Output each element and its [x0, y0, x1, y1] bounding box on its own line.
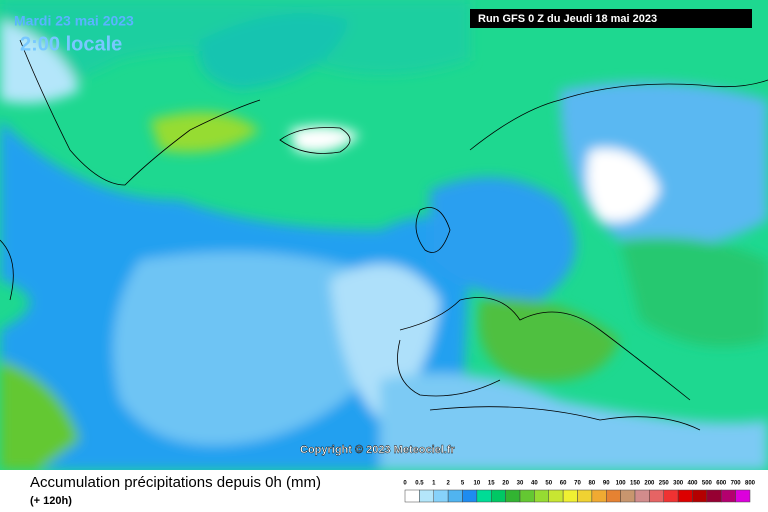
- coastlines: [0, 39, 768, 431]
- legend-label: 2: [446, 481, 450, 487]
- run: Run GFS 0 Z du Jeudi 18 mai 2023: [478, 13, 657, 25]
- legend-label: 60: [560, 481, 567, 487]
- footer-subtitle: (+ 120h): [30, 495, 72, 507]
- legend-label: 100: [616, 481, 627, 487]
- legend-label: 1: [432, 481, 436, 487]
- legend-swatch: [519, 489, 535, 503]
- legend-label: 70: [574, 481, 581, 487]
- legend-label: 40: [531, 481, 538, 487]
- legend-swatch: [548, 489, 564, 503]
- legend-label: 20: [502, 481, 509, 487]
- legend-swatch: [562, 489, 578, 503]
- legend-label: 400: [687, 481, 698, 487]
- legend-swatch: [491, 489, 506, 503]
- legend-label: 200: [644, 481, 655, 487]
- legend-swatch: [677, 489, 693, 503]
- legend-label: 10: [474, 481, 481, 487]
- legend-swatch: [706, 489, 722, 503]
- legend-swatch: [735, 489, 751, 503]
- legend-label: 700: [731, 481, 742, 487]
- run-banner: [470, 9, 752, 28]
- legend-label: 800: [745, 481, 756, 487]
- legend-label: 600: [716, 481, 727, 487]
- map: [0, 0, 768, 470]
- legend: 0 0.5 1 2 5 10 15 20 30 40 50 60 70 80 90 100 150 200 250 3…: [403, 481, 756, 503]
- legend-swatch: [606, 489, 621, 503]
- legend-swatch: [634, 489, 650, 503]
- legend-swatch: [663, 489, 679, 503]
- legend-label: 15: [488, 481, 495, 487]
- legend-swatch: [404, 489, 420, 503]
- footer-title: Accumulation précipitations depuis 0h (m…: [30, 474, 321, 491]
- legend-swatch: [591, 489, 607, 503]
- legend-swatch: [447, 489, 463, 503]
- copyright: Copyright © 2023 Meteociel.fr: [300, 444, 456, 456]
- legend-swatch: [433, 489, 449, 503]
- legend-swatch: [419, 489, 434, 503]
- legend-swatch: [462, 489, 478, 503]
- legend-label: 250: [659, 481, 670, 487]
- legend-label: 80: [589, 481, 596, 487]
- time: 2:00 locale: [20, 33, 122, 55]
- legend-label: 0: [403, 481, 407, 487]
- legend-label: 50: [545, 481, 552, 487]
- legend-label: 150: [630, 481, 641, 487]
- date: Mardi 23 mai 2023: [14, 13, 134, 29]
- legend-label: 30: [517, 481, 524, 487]
- legend-swatch: [649, 489, 664, 503]
- legend-swatch: [721, 489, 736, 503]
- legend-swatch: [620, 489, 636, 503]
- legend-label: 0.5: [415, 481, 424, 487]
- legend-swatch: [534, 489, 549, 503]
- legend-label: 300: [673, 481, 684, 487]
- legend-swatch: [476, 489, 492, 503]
- legend-label: 500: [702, 481, 713, 487]
- legend-swatch: [577, 489, 593, 503]
- legend-label: 5: [461, 481, 465, 487]
- legend-swatch: [692, 489, 708, 503]
- legend-label: 90: [603, 481, 610, 487]
- legend-swatch: [505, 489, 521, 503]
